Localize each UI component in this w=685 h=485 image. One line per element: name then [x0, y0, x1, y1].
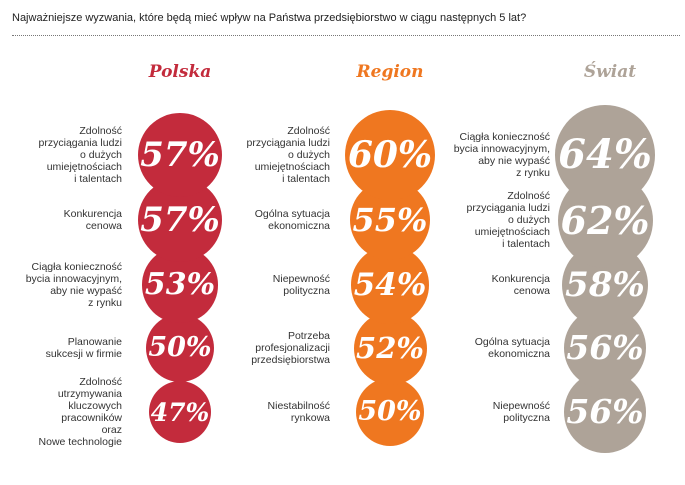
- bubble-value-label: 50%: [148, 332, 212, 364]
- category-label: Planowanie sukcesji w firmie: [45, 336, 122, 360]
- bubble-value-label: 56%: [566, 392, 644, 432]
- category-label: Niepewność polityczna: [492, 400, 550, 424]
- category-label: Konkurencja cenowa: [491, 273, 550, 297]
- divider: [12, 35, 680, 36]
- bubble-value-label: 52%: [356, 331, 424, 365]
- bubble-value-label: 57%: [140, 200, 220, 240]
- category-label: Zdolność utrzymywania kluczowych pracown…: [38, 376, 122, 448]
- bubble-value-label: 56%: [566, 328, 644, 368]
- category-label: Ciągła konieczność bycia innowacyjnym, a…: [25, 261, 122, 309]
- bubble-value-label: 54%: [353, 266, 427, 303]
- bubble-polska-2: 57%: [138, 178, 222, 262]
- question-text: Najważniejsze wyzwania, które będą mieć …: [12, 12, 527, 24]
- bubble-value-label: 62%: [560, 197, 650, 243]
- bubble-value-label: 60%: [347, 133, 433, 176]
- category-label: Ogólna sytuacja ekonomiczna: [474, 336, 550, 360]
- category-label: Ogólna sytuacja ekonomiczna: [254, 208, 330, 232]
- bubble-swiat-1: 64%: [555, 105, 655, 205]
- bubble-value-label: 57%: [140, 135, 220, 175]
- category-label: Potrzeba profesjonalizacji przedsiębiors…: [251, 330, 330, 366]
- bubble-region-1: 60%: [344, 109, 436, 201]
- bubble-value-label: 64%: [558, 131, 652, 179]
- bubble-value-label: 55%: [352, 200, 428, 239]
- bubble-polska-5: 47%: [149, 381, 211, 443]
- column-title-swiat: Świat: [583, 62, 637, 82]
- bubble-polska-1: 57%: [138, 113, 222, 197]
- column-title-region: Region: [356, 62, 424, 82]
- column-title-polska: Polska: [148, 62, 212, 82]
- category-label: Zdolność przyciągania ludzi o dużych umi…: [246, 125, 330, 185]
- bubble-region-5: 50%: [355, 377, 425, 447]
- category-label: Konkurencja cenowa: [63, 208, 122, 232]
- category-label: Ciągła konieczność bycia innowacyjnym, a…: [453, 131, 550, 179]
- bubble-value-label: 53%: [144, 267, 216, 303]
- bubble-polska-4: 50%: [145, 313, 215, 383]
- category-label: Niestabilność rynkowa: [267, 400, 330, 424]
- bubble-value-label: 47%: [150, 397, 210, 427]
- bubble-value-label: 50%: [358, 396, 422, 428]
- category-label: Zdolność przyciągania ludzi o dużych umi…: [38, 125, 122, 185]
- bubble-region-2: 55%: [350, 180, 430, 260]
- category-label: Zdolność przyciągania ludzi o dużych umi…: [466, 190, 550, 250]
- bubble-value-label: 58%: [565, 264, 645, 305]
- category-label: Niepewność polityczna: [272, 273, 330, 297]
